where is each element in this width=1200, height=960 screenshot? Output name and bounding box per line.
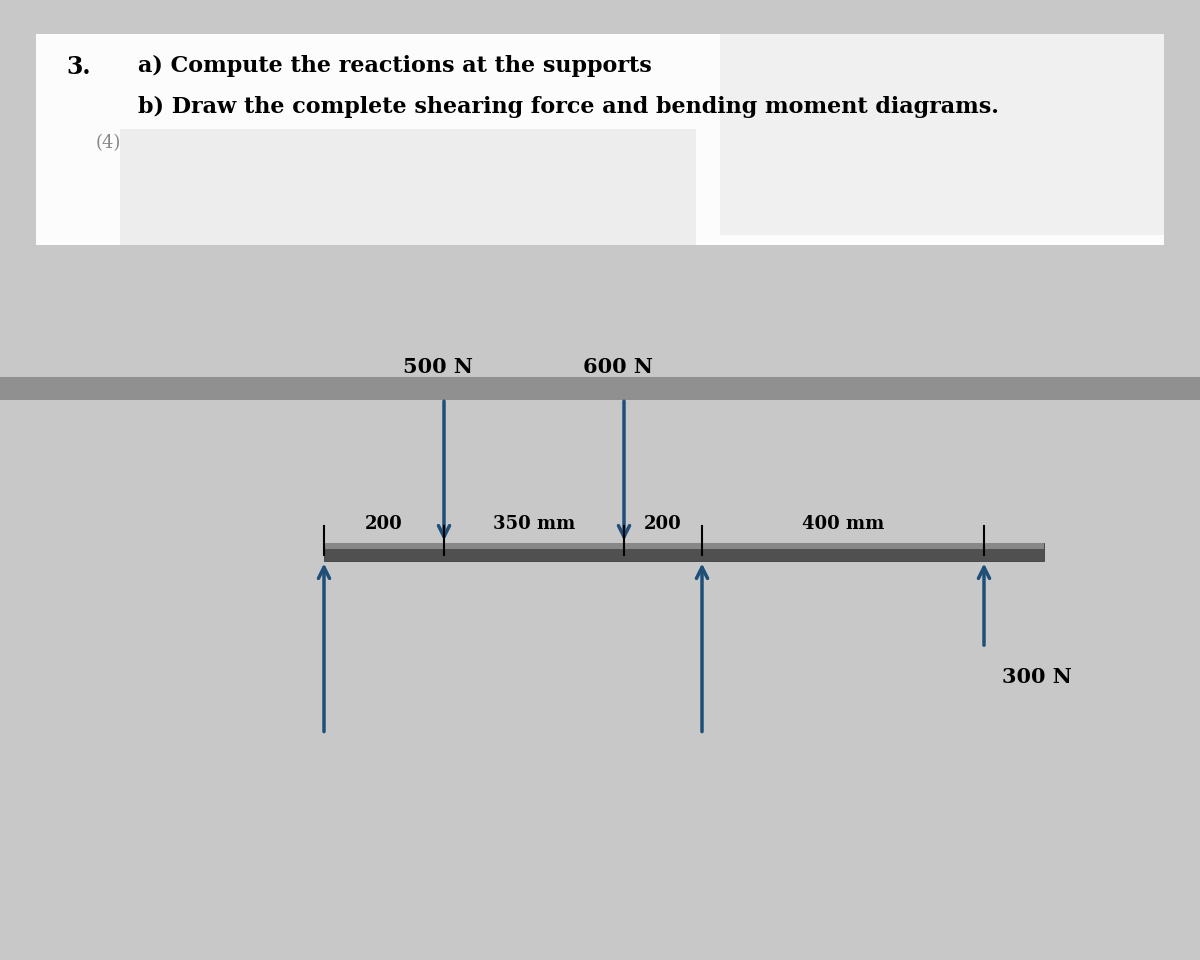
Text: 200: 200 bbox=[365, 515, 403, 533]
Text: 400 mm: 400 mm bbox=[802, 515, 884, 533]
Text: 3.: 3. bbox=[66, 55, 90, 79]
Bar bbox=[324, 543, 1044, 548]
Bar bbox=[324, 543, 1044, 561]
Bar bbox=[120, 129, 696, 245]
Bar bbox=[720, 34, 1164, 235]
Text: (4): (4) bbox=[96, 134, 121, 153]
Text: 500 N: 500 N bbox=[403, 357, 473, 377]
Text: 300 N: 300 N bbox=[1002, 667, 1072, 687]
Bar bbox=[0, 377, 1200, 400]
Text: 350 mm: 350 mm bbox=[493, 515, 575, 533]
Text: 600 N: 600 N bbox=[583, 357, 653, 377]
Text: 200: 200 bbox=[644, 515, 682, 533]
Text: a) Compute the reactions at the supports: a) Compute the reactions at the supports bbox=[138, 55, 652, 77]
Bar bbox=[36, 34, 1164, 245]
Text: b) Draw the complete shearing force and bending moment diagrams.: b) Draw the complete shearing force and … bbox=[138, 96, 998, 118]
